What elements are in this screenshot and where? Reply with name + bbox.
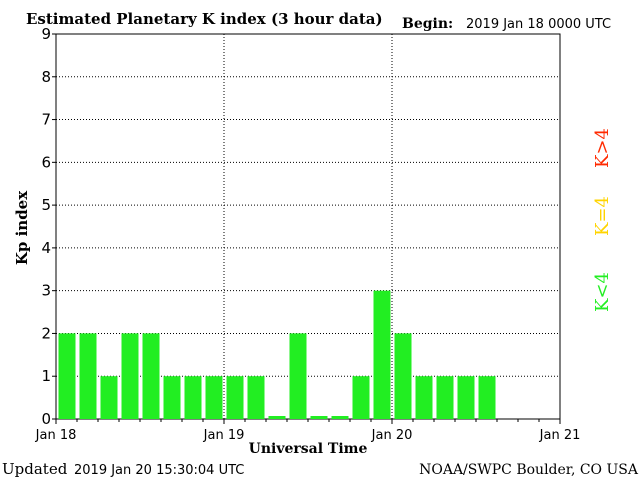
kp-bar — [415, 376, 433, 419]
kp-bar — [121, 333, 139, 419]
kp-bar — [100, 376, 118, 419]
kp-bar — [289, 333, 307, 419]
kp-bar — [184, 376, 202, 419]
kp-bar — [331, 416, 349, 419]
y-tick-label: 7 — [41, 111, 51, 129]
kp-bar — [226, 376, 244, 419]
x-axis-label: Universal Time — [249, 441, 368, 457]
y-tick-label: 5 — [41, 196, 51, 214]
kp-bar — [58, 333, 76, 419]
x-tick-label: Jan 20 — [371, 428, 413, 443]
y-tick-label: 8 — [41, 68, 51, 86]
x-tick-label: Jan 21 — [539, 428, 581, 443]
y-axis-ticks: 0 1 2 3 4 5 6 7 8 9 — [41, 25, 56, 428]
y-tick-label: 9 — [41, 25, 51, 43]
x-axis-ticks: Jan 18 Jan 19 Jan 20 Jan 21 — [35, 419, 581, 443]
kp-bar — [79, 333, 97, 419]
kp-bar — [247, 376, 265, 419]
legend-storm-label: K>4 — [592, 128, 613, 168]
source-credit: NOAA/SWPC Boulder, CO USA — [419, 462, 639, 478]
y-tick-label: 1 — [41, 367, 51, 385]
y-tick-label: 0 — [41, 410, 51, 428]
y-tick-label: 2 — [41, 324, 51, 342]
y-tick-label: 6 — [41, 153, 51, 171]
kp-bar — [163, 376, 181, 419]
kp-bar — [373, 290, 391, 419]
kp-bar — [352, 376, 370, 419]
kp-bar — [394, 333, 412, 419]
begin-label: Begin: — [402, 16, 453, 32]
legend-active-label: K=4 — [592, 196, 613, 236]
kp-bar — [205, 376, 223, 419]
kp-bar — [436, 376, 454, 419]
updated-value: 2019 Jan 20 15:30:04 UTC — [74, 463, 244, 478]
kp-bars — [58, 290, 496, 419]
kp-bar — [268, 416, 286, 419]
kp-bar — [142, 333, 160, 419]
grid — [56, 34, 560, 419]
legend-quiet-label: K<4 — [592, 272, 613, 312]
kp-bar — [478, 376, 496, 419]
begin-value: 2019 Jan 18 0000 UTC — [466, 17, 611, 32]
kp-bar — [310, 416, 328, 419]
y-tick-label: 4 — [41, 239, 51, 257]
x-tick-label: Jan 18 — [35, 428, 77, 443]
kp-bar — [457, 376, 475, 419]
chart-title: Estimated Planetary K index (3 hour data… — [26, 10, 383, 28]
y-tick-label: 3 — [41, 282, 51, 300]
x-tick-label: Jan 19 — [203, 428, 245, 443]
updated-label: Updated — [2, 460, 68, 478]
plot-area — [55, 33, 561, 420]
y-axis-label: Kp index — [13, 190, 31, 265]
